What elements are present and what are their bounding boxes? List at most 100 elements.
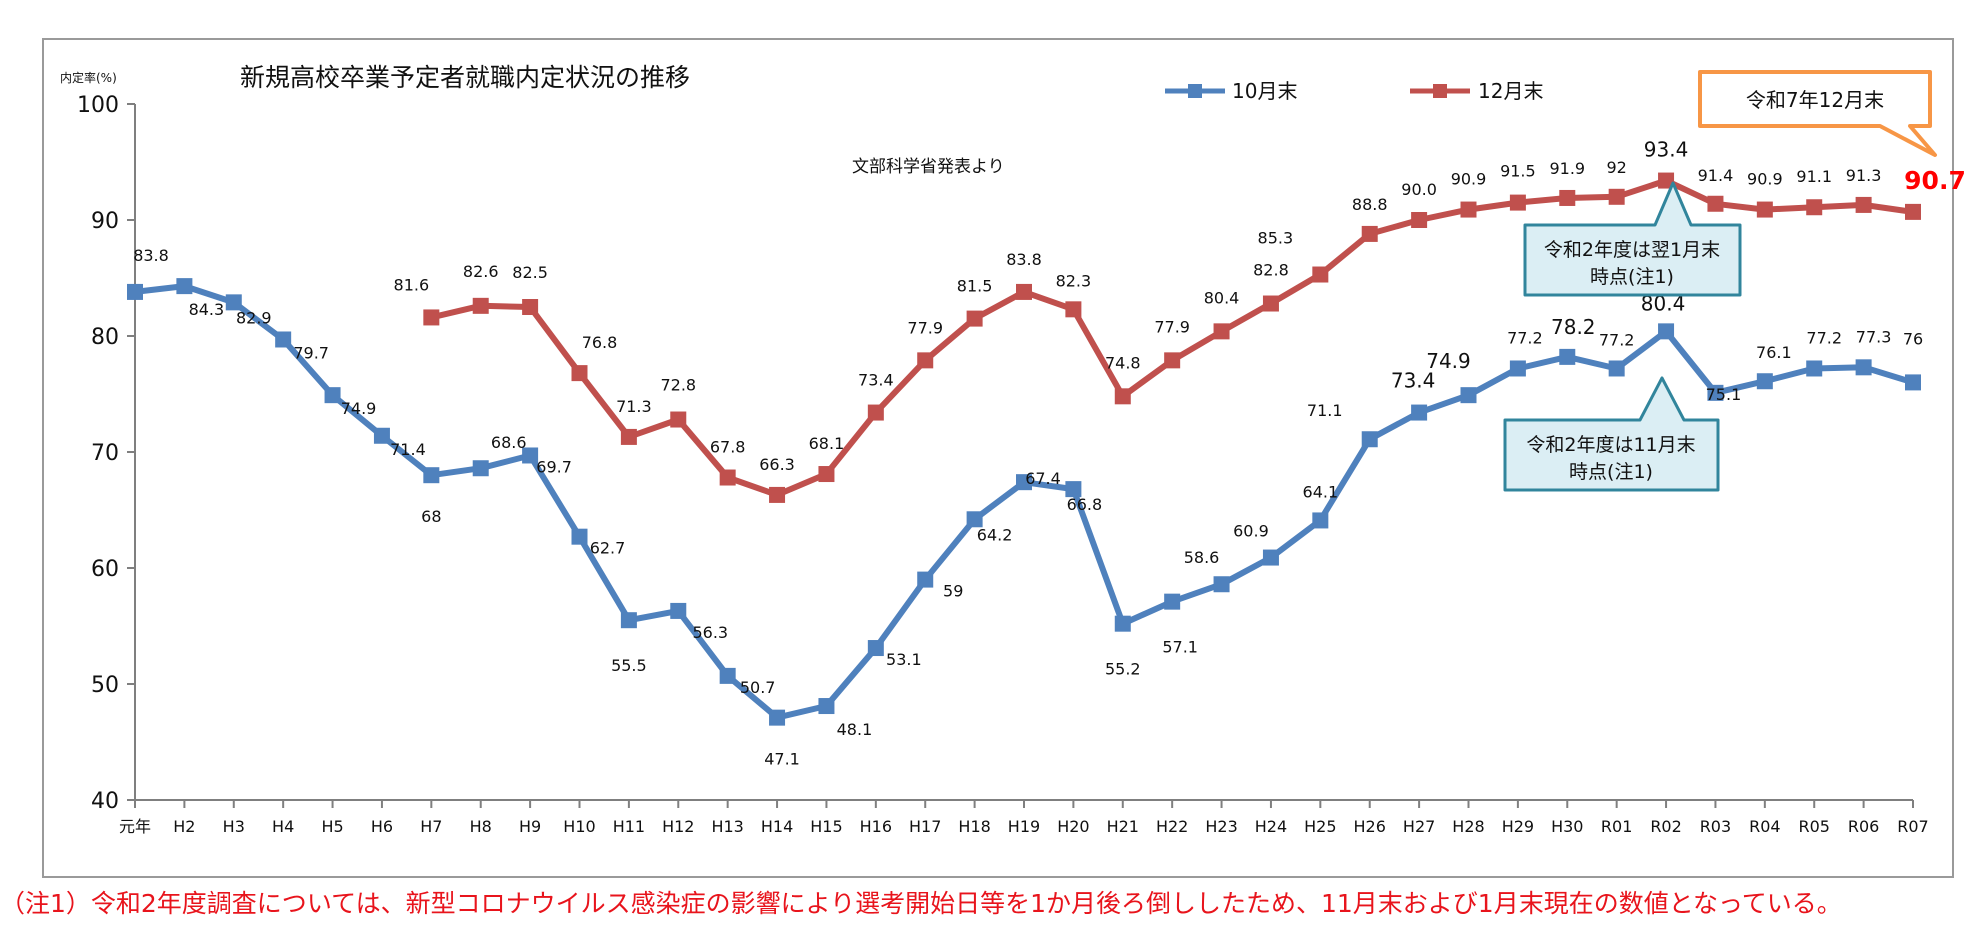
data-label-dec-R02: 93.4 xyxy=(1644,138,1689,162)
x-tick-label-H30: H30 xyxy=(1551,817,1583,836)
point-oct-H22 xyxy=(1164,593,1181,610)
point-dec-R05 xyxy=(1806,199,1823,216)
point-oct-H21 xyxy=(1114,615,1131,632)
point-oct-H16 xyxy=(867,640,884,657)
x-tick-label-R04: R04 xyxy=(1749,817,1780,836)
point-dec-R04 xyxy=(1756,201,1773,218)
point-dec-R06 xyxy=(1855,196,1872,213)
callout-r02-dec: 令和2年度は翌1月末 時点(注1) xyxy=(1523,181,1742,297)
data-label-oct-H25: 64.1 xyxy=(1303,482,1339,501)
point-oct-H17 xyxy=(917,571,934,588)
point-oct-H23 xyxy=(1213,576,1230,593)
point-oct-R06 xyxy=(1855,359,1872,376)
data-label-oct-H19: 67.4 xyxy=(1025,469,1061,488)
data-label-oct-H12: 56.3 xyxy=(692,623,728,642)
data-label-oct-H10: 62.7 xyxy=(590,539,626,558)
data-label-dec-R06: 91.3 xyxy=(1846,166,1882,185)
point-dec-H13 xyxy=(719,469,736,486)
legend: 10月末 12月末 xyxy=(1165,79,1543,103)
point-oct-H8 xyxy=(472,460,489,477)
point-oct-H3 xyxy=(225,294,242,311)
point-dec-H7 xyxy=(423,309,440,326)
point-oct-H13 xyxy=(719,667,736,684)
point-oct-H10 xyxy=(571,528,588,545)
x-tick-label-H14: H14 xyxy=(761,817,793,836)
x-tick-label-H19: H19 xyxy=(1008,817,1040,836)
point-dec-H19 xyxy=(1016,283,1032,300)
y-tick-label-50: 50 xyxy=(91,673,119,698)
data-label-dec-R05: 91.1 xyxy=(1796,167,1832,186)
data-label-oct-R05: 77.2 xyxy=(1806,328,1842,347)
point-dec-H9 xyxy=(522,299,539,315)
point-dec-H8 xyxy=(472,297,489,314)
data-label-dec-H22: 77.9 xyxy=(1154,317,1190,336)
point-oct-R03 xyxy=(1707,384,1724,401)
x-tick-label-R06: R06 xyxy=(1848,817,1879,836)
x-tick-label-H3: H3 xyxy=(223,817,245,836)
point-oct-H30 xyxy=(1559,348,1576,365)
x-tick-label-H21: H21 xyxy=(1107,817,1139,836)
point-oct-H15 xyxy=(818,698,835,715)
data-label-dec-R03: 91.4 xyxy=(1698,166,1734,185)
point-dec-R03 xyxy=(1707,195,1724,212)
x-tick-label-H7: H7 xyxy=(420,817,442,836)
data-label-oct-R07: 76 xyxy=(1903,329,1923,348)
callout-r07-text: 令和7年12月末 xyxy=(1746,88,1884,112)
data-label-oct-H24: 60.9 xyxy=(1233,522,1269,541)
data-label-dec-H14: 66.3 xyxy=(759,455,795,474)
point-oct-R02 xyxy=(1658,323,1675,340)
y-tick-label-70: 70 xyxy=(91,441,119,466)
data-label-oct-H22: 57.1 xyxy=(1162,638,1198,657)
data-label-dec-H10: 76.8 xyxy=(582,333,618,352)
x-tick-label-H26: H26 xyxy=(1354,817,1386,836)
data-label-dec-R01: 92 xyxy=(1606,158,1626,177)
data-label-oct-H23: 58.6 xyxy=(1184,548,1220,567)
x-tick-label-H4: H4 xyxy=(272,817,294,836)
point-oct-H11 xyxy=(620,612,637,629)
x-tick-label-H27: H27 xyxy=(1403,817,1435,836)
chart-title: 新規高校卒業予定者就職内定状況の推移 xyxy=(240,63,690,92)
data-label-dec-H11: 71.3 xyxy=(616,397,652,416)
data-label-oct-H3: 82.9 xyxy=(236,308,272,327)
data-label-oct-H6: 71.4 xyxy=(390,440,426,459)
point-oct-R07 xyxy=(1905,374,1921,391)
callout-r02-dec-line2: 時点(注1) xyxy=(1590,266,1674,288)
data-label-dec-H7: 81.6 xyxy=(394,275,430,294)
point-dec-H11 xyxy=(620,428,637,445)
data-label-dec-H9: 82.5 xyxy=(512,263,548,282)
x-tick-label-H24: H24 xyxy=(1255,817,1287,836)
legend-marker-oct xyxy=(1188,84,1202,98)
x-tick-label-H23: H23 xyxy=(1205,817,1237,836)
point-oct-H18 xyxy=(966,511,983,528)
x-tick-label-H22: H22 xyxy=(1156,817,1188,836)
x-tick-label-R03: R03 xyxy=(1700,817,1731,836)
data-label-dec-H15: 68.1 xyxy=(809,434,845,453)
x-tick-label-H29: H29 xyxy=(1502,817,1534,836)
x-tick-label-H16: H16 xyxy=(860,817,892,836)
source-note: 文部科学省発表より xyxy=(852,157,1005,177)
point-dec-R02 xyxy=(1658,172,1675,189)
callout-r02-oct-line2: 時点(注1) xyxy=(1569,461,1653,483)
data-label-dec-H21: 74.8 xyxy=(1105,353,1141,372)
point-oct-R04 xyxy=(1756,373,1773,390)
data-label-dec-H30: 91.9 xyxy=(1549,159,1585,178)
data-label-dec-H29: 91.5 xyxy=(1500,162,1536,181)
data-label-dec-H8: 82.6 xyxy=(463,262,499,281)
data-label-oct-H8: 68.6 xyxy=(491,433,527,452)
point-dec-H28 xyxy=(1460,201,1477,218)
y-tick-label-100: 100 xyxy=(77,93,119,118)
data-label-dec-H24: 82.8 xyxy=(1253,261,1289,280)
data-label-dec-R07: 90.7 xyxy=(1904,166,1966,195)
data-label-dec-H25: 85.3 xyxy=(1258,229,1294,248)
callout-r07: 令和7年12月末 xyxy=(1698,70,1937,157)
x-tick-label-R02: R02 xyxy=(1650,817,1681,836)
data-label-oct-H4: 79.7 xyxy=(293,343,329,362)
data-label-dec-H26: 88.8 xyxy=(1352,195,1388,214)
x-tick-label-元年: 元年 xyxy=(119,817,151,836)
point-dec-H14 xyxy=(769,486,786,503)
point-oct-H19 xyxy=(1016,474,1032,491)
data-label-oct-H16: 53.1 xyxy=(886,650,922,669)
point-oct-H25 xyxy=(1312,512,1329,529)
data-label-dec-H13: 67.8 xyxy=(710,438,746,457)
series-lines xyxy=(127,172,1921,726)
